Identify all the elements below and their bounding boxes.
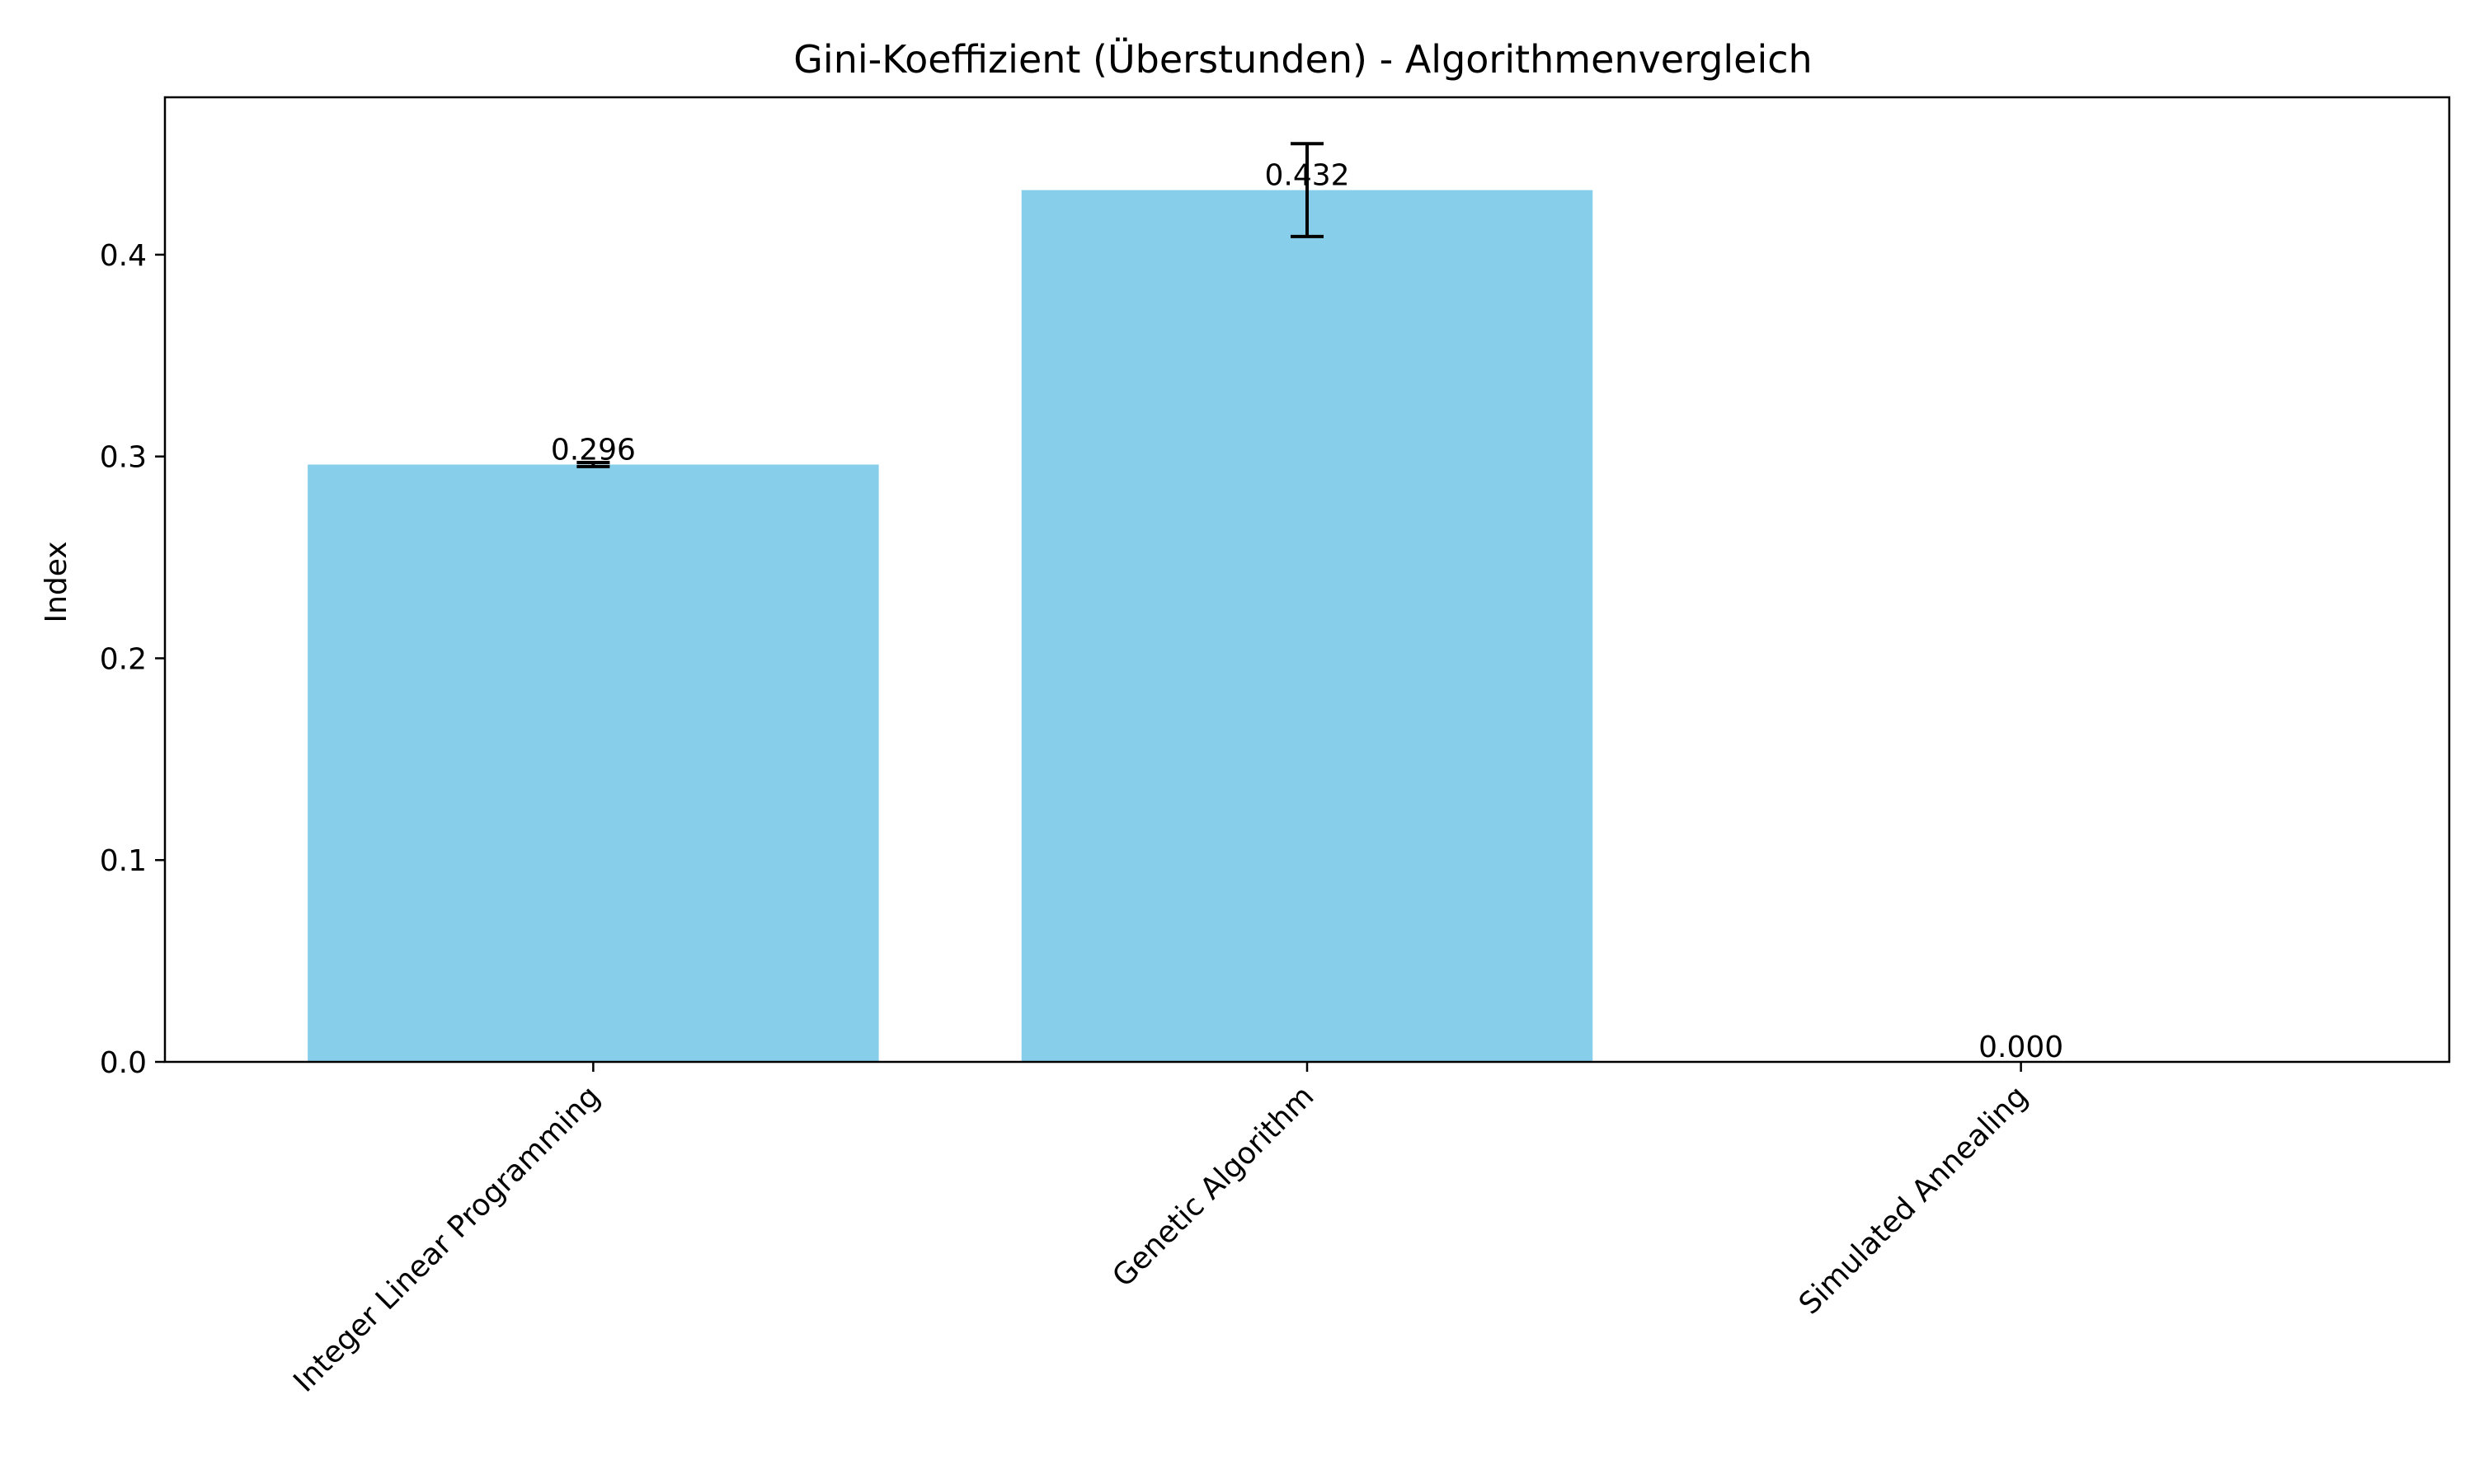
y-ticks-layer: 0.0 0.1 0.2 0.3 0.4	[100, 239, 165, 1080]
y-tick-label: 0.4	[100, 239, 147, 273]
value-labels-layer: 0.296 0.432 0.000	[551, 159, 2063, 1064]
plot-frame	[163, 96, 2451, 1064]
y-tick-label: 0.0	[100, 1046, 147, 1080]
bars-layer	[308, 190, 1593, 1063]
error-bars-layer	[576, 142, 1324, 468]
value-label: 0.296	[551, 433, 636, 467]
y-axis-label: Index	[40, 541, 73, 622]
value-label: 0.432	[1264, 159, 1349, 193]
chart-title: Gini-Koeffizient (Überstunden) - Algorit…	[793, 37, 1812, 82]
bar	[1021, 190, 1593, 1063]
y-tick-label: 0.2	[100, 642, 147, 676]
y-tick-label: 0.1	[100, 844, 147, 878]
y-tick-label: 0.3	[100, 441, 147, 475]
value-label: 0.000	[1978, 1031, 2063, 1064]
bar	[308, 464, 879, 1062]
